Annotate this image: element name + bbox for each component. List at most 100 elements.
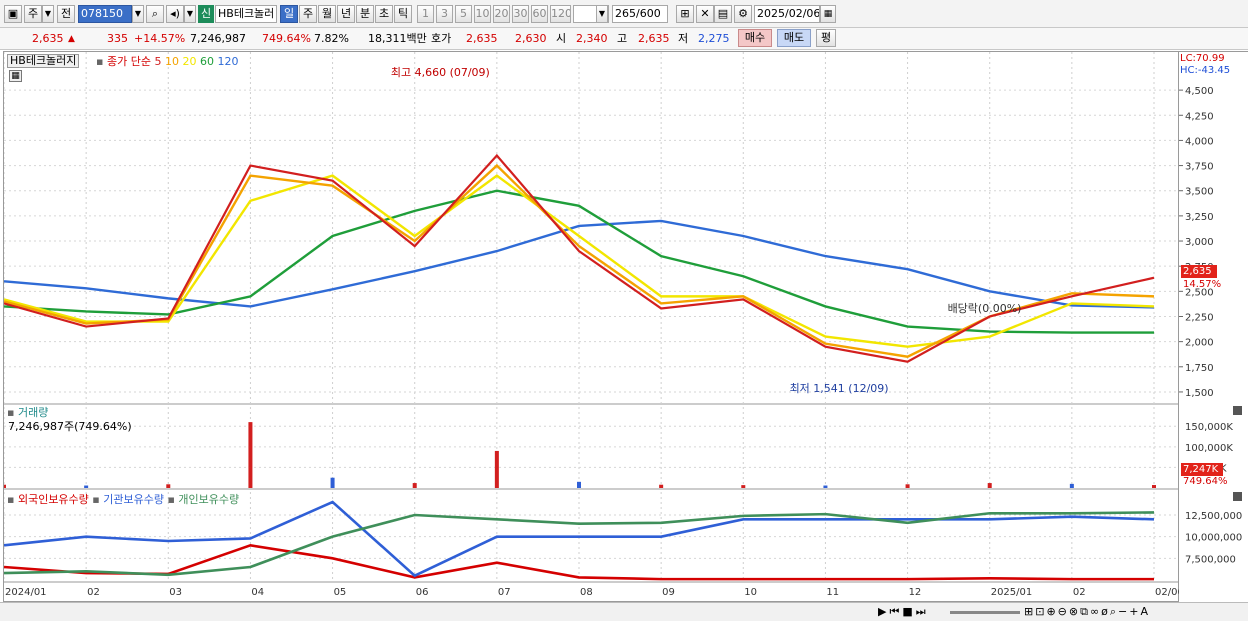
x-tick-label: 07 — [498, 587, 511, 598]
ma-legend-item[interactable]: 5 — [154, 55, 162, 68]
buy-button[interactable]: 매수 — [738, 29, 772, 47]
holdings-tick-label: 7,500,000 — [1185, 554, 1236, 565]
sell-button[interactable]: 매도 — [777, 29, 811, 47]
low-price: 2,275 — [698, 32, 730, 45]
stock-name-field[interactable]: HB테크놀러 — [215, 5, 277, 23]
stop-icon[interactable]: ■ — [902, 605, 916, 618]
y-tick-label: 4,000 — [1185, 136, 1214, 147]
interval-button-120[interactable]: 120 — [550, 5, 571, 23]
y-tick-label: 2,250 — [1185, 312, 1214, 323]
interval-button-5[interactable]: 5 — [455, 5, 472, 23]
calculator-icon[interactable]: ▦ — [9, 70, 22, 82]
period-tab-1[interactable]: 주 — [299, 5, 317, 23]
save-icon[interactable]: ▤ — [714, 5, 732, 23]
volume-bar — [577, 481, 581, 488]
volume-bar — [1069, 483, 1074, 488]
period-tab-0[interactable]: 일 — [280, 5, 298, 23]
ma-legend-item[interactable]: 20 — [178, 55, 197, 68]
panel-close-icon[interactable] — [1233, 492, 1242, 501]
volume-bar — [248, 422, 253, 488]
scroll-controls[interactable]: ▶⏮■⏭ — [878, 605, 929, 619]
bid-label: 호가 — [431, 32, 452, 45]
zoom-out-icon[interactable]: ⊖ — [1057, 605, 1069, 618]
open-label: 시 — [556, 32, 567, 45]
holdings-legend-item[interactable]: 개인보유수량 — [178, 493, 240, 506]
font-size-icon[interactable]: A — [1140, 605, 1150, 618]
search-icon[interactable]: ⌕ — [146, 5, 164, 23]
period-tab-5[interactable]: 초 — [375, 5, 393, 23]
eval-button[interactable]: 평 — [816, 29, 836, 47]
zoom-icon[interactable]: ⊡ — [1035, 605, 1047, 618]
scroll-slider[interactable] — [950, 611, 1020, 614]
speaker-dropdown-icon[interactable]: ▼ — [184, 5, 196, 23]
holdings-legend-item[interactable]: 기관보유수량 — [103, 493, 168, 506]
interval-button-3[interactable]: 3 — [436, 5, 453, 23]
candle-settings-icon[interactable]: ⊞ — [676, 5, 694, 23]
copy-icon[interactable]: ⧉ — [1080, 605, 1090, 618]
volume-bar — [330, 477, 335, 488]
gear-icon[interactable]: ⚙ — [734, 5, 752, 23]
period-tab-3[interactable]: 년 — [337, 5, 355, 23]
volume-bar — [741, 485, 746, 488]
dividend-annotation: 배당락(0.00%) — [948, 302, 1022, 315]
period-tab-6[interactable]: 틱 — [394, 5, 412, 23]
volume-bar — [905, 484, 910, 488]
y-tick-label: 2,000 — [1185, 338, 1214, 349]
ma-line-10 — [3, 163, 1155, 358]
volume-value: 7,246,987 — [190, 32, 246, 45]
y-tick-label: 4,250 — [1185, 111, 1214, 122]
reset-icon[interactable]: ⊗ — [1068, 605, 1081, 618]
chart-area[interactable]: 2024/01 02 03 04 05 06 07 08 09 10 11 12 2025/01 02 02… — [2, 51, 1184, 602]
volume-bar — [823, 485, 828, 488]
plus-icon[interactable]: + — [1129, 605, 1141, 618]
new-badge: 신 — [198, 5, 214, 23]
holdings-legend-item[interactable]: 외국인보유수량 — [17, 493, 93, 506]
x-tick-label: 2025/01 — [991, 587, 1033, 598]
x-tick-label: 08 — [580, 587, 593, 598]
interval-button-30[interactable]: 30 — [512, 5, 529, 23]
holdings-legend: ▪ 외국인보유수량 ▪ 기관보유수량 ▪ 개인보유수량 — [7, 491, 239, 507]
ma-legend-item[interactable]: 10 — [161, 55, 179, 68]
interval-button-60[interactable]: 60 — [531, 5, 548, 23]
calendar-icon[interactable]: ▦ — [820, 5, 836, 23]
data-count-field[interactable]: 265/600 — [612, 5, 668, 23]
volume-bar — [412, 483, 417, 488]
stock-code-input[interactable]: 078150 — [78, 5, 132, 23]
rewind-icon[interactable]: ⏮ — [889, 605, 903, 618]
interval-button-20[interactable]: 20 — [493, 5, 510, 23]
x-tick-label: 02 — [87, 587, 100, 598]
low-label: 저 — [678, 32, 689, 45]
ma-legend-item[interactable]: 120 — [213, 55, 239, 68]
interval-button-1[interactable]: 1 — [417, 5, 434, 23]
ma-legend-item[interactable]: 60 — [196, 55, 214, 68]
date-input[interactable]: 2025/02/06 — [754, 5, 820, 23]
y-tick-label: 2,500 — [1185, 287, 1214, 298]
legend-dot-icon: ▪ — [7, 493, 18, 506]
link-icon[interactable]: ∞ — [1089, 605, 1102, 618]
high-annotation: 최고 4,660 (07/09) — [391, 66, 490, 79]
interval-dropdown-icon[interactable]: ▼ — [596, 5, 608, 23]
y-tick-label: 3,750 — [1185, 162, 1214, 173]
prev-button[interactable]: 전 — [57, 5, 75, 23]
chart-type-icon[interactable]: ✕ — [696, 5, 714, 23]
zoom-fit-icon[interactable]: ⊞ — [1024, 605, 1036, 618]
period-tab-4[interactable]: 분 — [356, 5, 374, 23]
mode-select[interactable]: 주 — [24, 5, 42, 23]
hide-icon[interactable]: ø — [1101, 605, 1110, 618]
code-dropdown-icon[interactable]: ▼ — [132, 5, 144, 23]
forward-icon[interactable]: ⏭ — [915, 605, 929, 618]
speaker-icon[interactable]: ◂) — [166, 5, 184, 23]
window-menu-icon[interactable]: ▣ — [4, 5, 22, 23]
x-tick-label: 05 — [334, 587, 347, 598]
period-tab-2[interactable]: 월 — [318, 5, 336, 23]
play-icon[interactable]: ▶ — [878, 605, 890, 618]
stock-legend-label[interactable]: HB테크놀러지 — [7, 54, 80, 68]
volume-bar — [166, 484, 171, 488]
zoom-in-icon[interactable]: ⊕ — [1046, 605, 1058, 618]
mode-dropdown-icon[interactable]: ▼ — [42, 5, 54, 23]
search-icon[interactable]: ⌕ — [1109, 605, 1119, 618]
minus-icon[interactable]: − — [1118, 605, 1130, 618]
panel-close-icon[interactable] — [1233, 406, 1242, 415]
interval-button-10[interactable]: 10 — [474, 5, 491, 23]
zoom-controls[interactable]: ⊞⊡⊕⊖⊗⧉∞ø⌕−+A — [1024, 605, 1150, 619]
